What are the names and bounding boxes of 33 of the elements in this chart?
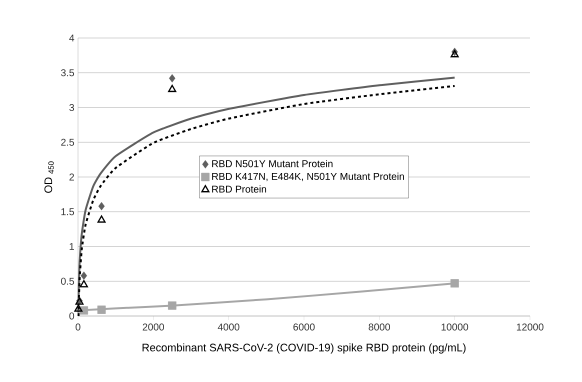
y-tick-label: 3.5 bbox=[61, 69, 74, 76]
point bbox=[450, 279, 459, 288]
y-tick-label: 2 bbox=[69, 174, 74, 180]
point bbox=[97, 215, 106, 223]
point bbox=[168, 74, 176, 82]
point bbox=[74, 304, 82, 312]
x-tick-label: 4000 bbox=[218, 324, 240, 331]
y-axis-title: OD $_{450}$ bbox=[44, 161, 54, 193]
point bbox=[168, 84, 176, 92]
y-tick-label: 1.5 bbox=[61, 208, 74, 216]
y-tick-label: 2.5 bbox=[61, 138, 74, 146]
point bbox=[97, 306, 106, 314]
y-tick-label: 0 bbox=[69, 312, 74, 320]
x-tick-label: 12000 bbox=[516, 324, 544, 331]
y-tick-label: 1 bbox=[70, 243, 74, 250]
point bbox=[450, 50, 459, 58]
y-tick-label: 0.5 bbox=[61, 278, 74, 285]
x-tick-label: 2000 bbox=[142, 324, 164, 331]
y-tick-label: 4 bbox=[69, 34, 74, 42]
point bbox=[80, 280, 88, 288]
point bbox=[98, 202, 105, 210]
legend-label: RBD K417N, E484K, N501Y Mutant Protein bbox=[212, 172, 404, 182]
x-tick-label: 8000 bbox=[368, 324, 390, 331]
legend-label: RBD Protein bbox=[212, 185, 266, 193]
x-axis-title: Recombinant SARS-CoV-2 (COVID-19) spike RBD protein (pg/mL) bbox=[142, 343, 466, 354]
point bbox=[80, 306, 88, 315]
y-tick-label: 3 bbox=[69, 104, 74, 112]
point bbox=[168, 301, 176, 310]
x-tick-label: 6000 bbox=[293, 324, 315, 331]
x-tick-label: 0 bbox=[76, 324, 80, 331]
legend-label: RBD N501Y Mutant Protein bbox=[212, 160, 333, 168]
point bbox=[80, 272, 88, 280]
x-tick-label: 10000 bbox=[442, 324, 468, 331]
